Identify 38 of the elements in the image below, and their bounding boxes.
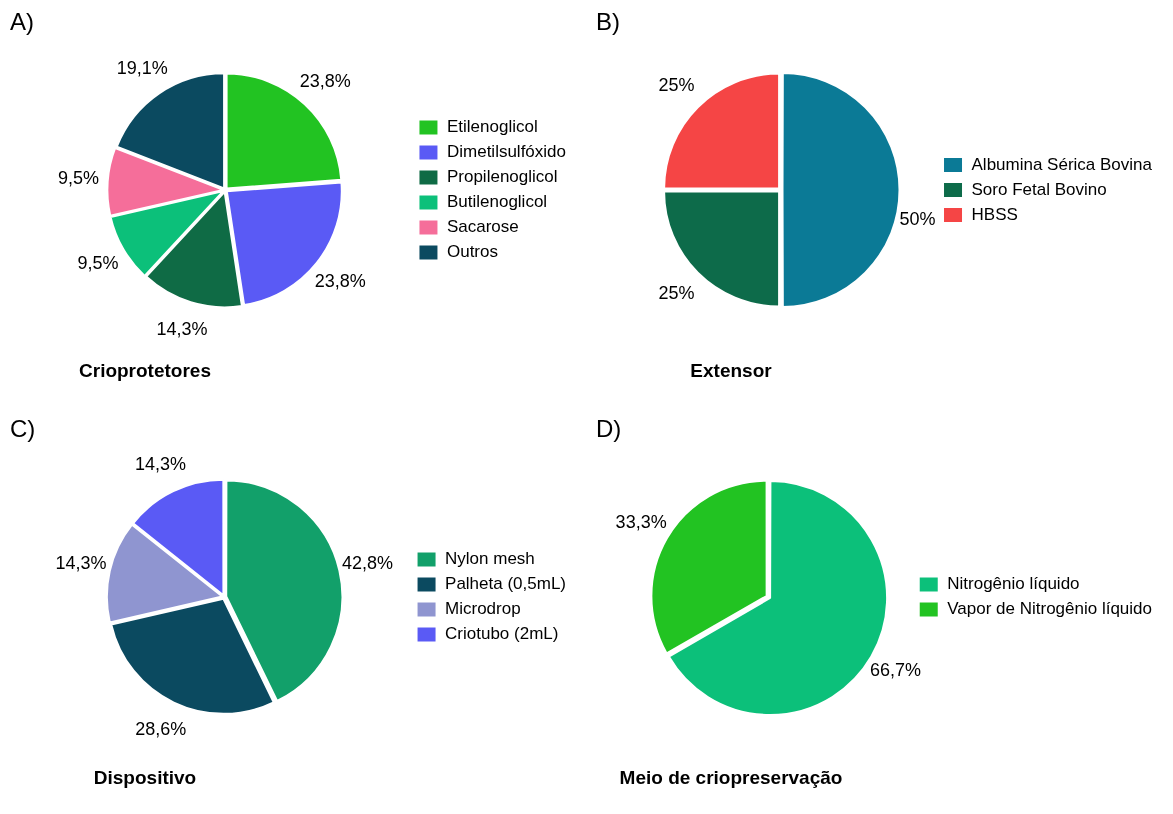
text: Meio de criopreservação (618, 767, 844, 789)
text: Extensor (689, 360, 773, 382)
legend-label: Propilenoglicol (446, 167, 558, 187)
data-label: 33,3% (615, 512, 667, 533)
legend-label: Dimetilsulfóxido (446, 142, 567, 162)
text: Crioprotetores (78, 360, 212, 382)
data-label: 25% (658, 75, 695, 96)
data-label: 23,8% (299, 71, 351, 92)
legend-label: HBSS (971, 204, 1018, 224)
data-label: 25% (658, 282, 695, 303)
legend-label: Etilenoglicol (446, 117, 538, 137)
legend-label: Butilenoglicol (446, 192, 548, 212)
data-label: 9,5% (77, 252, 119, 273)
data-label: 9,5% (58, 168, 100, 189)
legend-label: Palheta (0,5mL) (445, 574, 566, 594)
data-label: 14,3% (134, 453, 186, 474)
legend-label: Albumina Sérica Bovina (971, 154, 1153, 174)
text: C) (10, 415, 36, 443)
data-label: 14,3% (55, 553, 107, 574)
data-label: 19,1% (116, 57, 168, 78)
text: D) (596, 415, 622, 443)
legend-label: Criotubo (2mL) (445, 624, 559, 644)
legend-label: Nylon mesh (445, 549, 535, 569)
text: Dispositivo (92, 767, 198, 789)
data-label: 42,8% (342, 553, 394, 573)
data-label: 14,3% (156, 319, 208, 340)
data-label: 66,7% (870, 659, 922, 680)
text: A) (10, 8, 34, 36)
legend-label: Nitrogênio líquido (947, 574, 1080, 594)
text: B) (596, 8, 620, 36)
legend-label: Sacarose (446, 217, 519, 237)
data-label: 23,8% (314, 270, 366, 291)
data-label: 50% (899, 208, 936, 229)
legend-label: Vapor de Nitrogênio líquido (947, 599, 1152, 619)
legend-label: Microdrop (445, 599, 521, 619)
legend-label: Outros (446, 242, 498, 262)
data-label: 28,6% (135, 718, 187, 739)
legend-label: Soro Fetal Bovino (971, 179, 1107, 199)
